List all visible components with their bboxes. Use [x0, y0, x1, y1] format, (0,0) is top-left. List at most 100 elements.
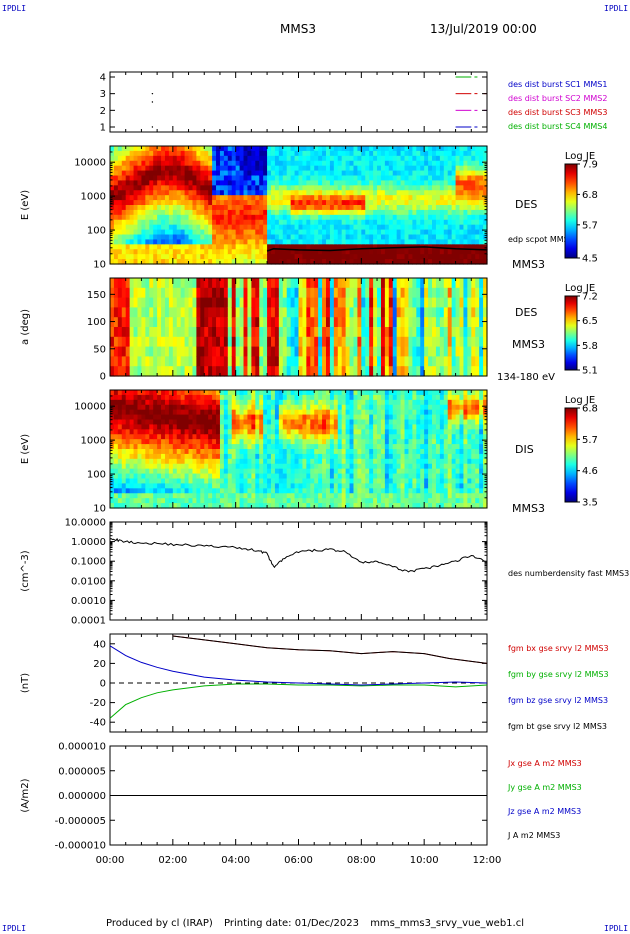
dis-energy-spectrogram-cell	[172, 498, 178, 504]
dis-energy-spectrogram-cell	[294, 498, 300, 504]
dis-energy-spectrogram-cell	[271, 399, 276, 406]
des-pitch-spectrogram-cell	[369, 307, 374, 318]
des-energy-spectrogram-cell	[298, 219, 304, 226]
des-pitch-spectrogram-cell	[353, 336, 359, 348]
des-pitch-spectrogram-cell	[113, 346, 119, 357]
des-energy-spectrogram-cell	[483, 150, 488, 157]
des-energy-spectrogram-cell	[188, 200, 194, 206]
des-energy-spectrogram-cell	[267, 180, 272, 186]
des-energy-spectrogram-cell	[404, 200, 410, 206]
des-energy-spectrogram-cell	[157, 224, 162, 231]
des-energy-spectrogram-cell	[161, 244, 166, 250]
dis-energy-spectrogram-cell	[286, 498, 292, 504]
des-energy-spectrogram-cell	[184, 259, 190, 265]
dis-energy-spectrogram-cell	[306, 488, 311, 494]
des-pitch-spectrogram-cell	[412, 346, 417, 357]
des-energy-spectrogram-cell	[322, 165, 327, 172]
des-pitch-spectrogram-cell	[420, 297, 425, 308]
des-pitch-spectrogram-cell	[392, 336, 398, 348]
des-energy-spectrogram-cell	[219, 229, 225, 236]
dis-energy-spectrogram-cell	[333, 414, 339, 421]
des-energy-spectrogram-cell	[369, 209, 374, 216]
des-energy-spectrogram-cell	[239, 160, 245, 167]
des-energy-spectrogram-cell	[361, 190, 366, 196]
des-pitch-spectrogram-cell	[435, 307, 441, 318]
des-pitch-spectrogram-cell	[176, 356, 182, 367]
des-energy-spectrogram-cell	[471, 165, 476, 172]
des-energy-spectrogram-cell	[161, 190, 166, 196]
dis-energy-spectrogram-cell	[133, 493, 139, 499]
dis-energy-spectrogram-cell	[231, 394, 237, 401]
des-pitch-spectrogram-cell	[168, 317, 174, 328]
des-pitch-spectrogram-cell	[302, 297, 307, 308]
des-pitch-spectrogram-cell	[227, 307, 233, 318]
des-energy-spectrogram-cell	[416, 214, 421, 221]
des-energy-spectrogram-cell	[298, 190, 304, 196]
des-energy-spectrogram-cell	[424, 229, 429, 236]
dis-energy-spectrogram-cell	[188, 404, 194, 411]
des-energy-spectrogram-cell	[145, 190, 150, 196]
dis-energy-spectrogram-cell	[113, 468, 119, 475]
des-energy-spectrogram-cell	[435, 224, 441, 231]
dis-energy-spectrogram-cell	[325, 493, 331, 499]
des-energy-spectrogram-cell	[180, 244, 186, 250]
des-energy-spectrogram-cell	[164, 175, 170, 182]
dis-energy-spectrogram-cell	[161, 503, 166, 509]
des-pitch-spectrogram-cell	[361, 297, 366, 308]
des-energy-spectrogram-cell	[400, 195, 406, 201]
des-pitch-spectrogram-cell	[306, 366, 311, 377]
des-energy-spectrogram-cell	[204, 229, 209, 236]
des-energy-spectrogram-cell	[282, 190, 288, 196]
des-energy-spectrogram-cell	[274, 249, 280, 255]
des-energy-spectrogram-cell	[208, 155, 213, 162]
dis-energy-spectrogram-cell	[329, 473, 335, 480]
des-energy-spectrogram-cell	[302, 259, 307, 265]
dis-energy-spectrogram-cell	[125, 429, 131, 435]
dis-energy-spectrogram-cell	[247, 439, 252, 445]
des-energy-spectrogram-cell	[467, 180, 472, 186]
des-energy-spectrogram-cell	[388, 170, 394, 177]
des-pitch-spectrogram-cell	[357, 278, 362, 289]
dis-energy-spectrogram-cell	[243, 478, 249, 485]
des-pitch-spectrogram-cell	[259, 278, 264, 289]
des-energy-spectrogram-cell	[153, 160, 158, 167]
dis-energy-spectrogram-cell	[180, 444, 186, 450]
des-pitch-spectrogram-cell	[243, 366, 249, 377]
dis-energy-spectrogram-cell	[180, 429, 186, 435]
des-energy-spectrogram-cell	[341, 244, 347, 250]
des-energy-spectrogram-cell	[121, 165, 127, 172]
des-energy-spectrogram-cell	[467, 244, 472, 250]
des-pitch-spectrogram-cell	[447, 356, 453, 367]
dis-energy-spectrogram-cell	[255, 503, 260, 509]
des-energy-spectrogram-cell	[121, 155, 127, 162]
dis-energy-spectrogram-cell	[133, 390, 139, 396]
des-energy-spectrogram-cell	[267, 160, 272, 167]
des-energy-spectrogram-cell	[337, 224, 343, 231]
des-pitch-spectrogram-cell	[459, 287, 465, 299]
des-energy-spectrogram-cell	[337, 175, 343, 182]
des-energy-spectrogram-cell	[333, 175, 339, 182]
des-pitch-spectrogram-cell	[412, 317, 417, 328]
des-energy-spectrogram-cell	[455, 190, 461, 196]
des-pitch-spectrogram-cell	[459, 278, 465, 289]
des-energy-spectrogram-cell	[443, 200, 449, 206]
des-energy-spectrogram-cell	[153, 254, 158, 260]
dis-energy-spectrogram-cell	[322, 498, 327, 504]
dis-energy-spectrogram-cell	[290, 434, 296, 440]
des-energy-spectrogram-cell	[337, 195, 343, 201]
des-energy-spectrogram-cell	[432, 160, 437, 167]
des-energy-spectrogram-cell	[447, 239, 453, 245]
des-energy-spectrogram-cell	[157, 165, 162, 172]
dis-energy-spectrogram-cell	[192, 488, 197, 494]
des-energy-spectrogram-cell	[435, 239, 441, 245]
des-energy-spectrogram-cell	[239, 259, 245, 265]
des-pitch-spectrogram-cell	[467, 307, 472, 318]
des-energy-spectrogram-cell	[113, 205, 119, 211]
des-pitch-spectrogram-cell	[306, 287, 311, 299]
dis-energy-spectrogram-cell	[329, 404, 335, 411]
des-energy-spectrogram-cell	[212, 234, 217, 241]
des-energy-spectrogram-cell	[483, 205, 488, 211]
des-pitch-spectrogram-cell	[180, 297, 186, 308]
des-pitch-spectrogram-cell	[243, 317, 249, 328]
dis-energy-spectrogram-cell	[267, 478, 272, 485]
